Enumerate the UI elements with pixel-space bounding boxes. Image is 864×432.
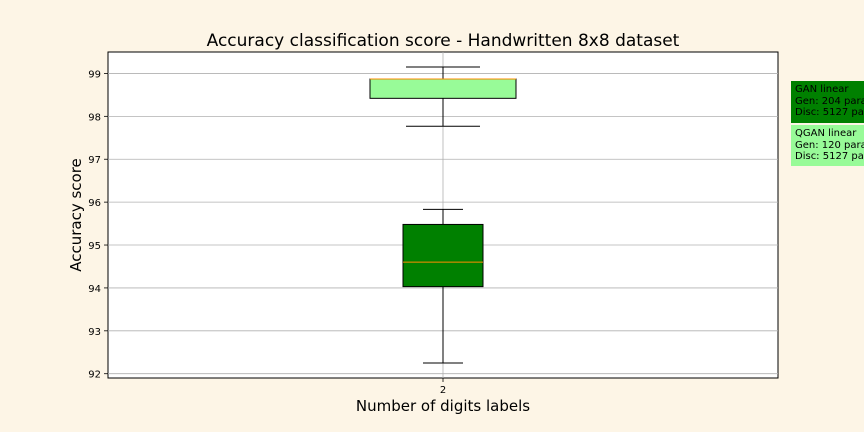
legend-qgan-name: QGAN linear (795, 128, 857, 139)
y-tick-label: 92 (88, 370, 101, 381)
x-axis-label: Number of digits labels (356, 397, 530, 415)
box-body (369, 78, 517, 99)
y-axis-label: Accuracy score (67, 158, 85, 272)
y-tick-label: 93 (88, 327, 101, 338)
legend-gan-name: GAN linear (795, 84, 849, 95)
legend-qgan-disc-params: Disc: 5127 pa (795, 151, 864, 162)
box-body (402, 223, 484, 288)
legend-entry-gan: GAN linear Gen: 204 para Disc: 5127 pa (791, 81, 864, 123)
y-tick-label: 95 (88, 241, 101, 252)
x-tick-label: 2 (440, 385, 446, 396)
legend-qgan-gen-params: Gen: 120 para (795, 139, 864, 151)
y-tick-label: 97 (88, 155, 101, 166)
y-tick-label: 99 (88, 69, 101, 80)
legend-gan-gen-params: Gen: 204 para (795, 95, 864, 107)
legend-gan-disc-params: Disc: 5127 pa (795, 107, 864, 118)
y-tick-label: 94 (88, 284, 101, 295)
y-tick-label: 96 (88, 198, 101, 209)
chart-title: Accuracy classification score - Handwrit… (207, 31, 680, 51)
y-tick-label: 98 (88, 112, 101, 123)
legend-entry-qgan: QGAN linear Gen: 120 para Disc: 5127 pa (791, 125, 864, 166)
